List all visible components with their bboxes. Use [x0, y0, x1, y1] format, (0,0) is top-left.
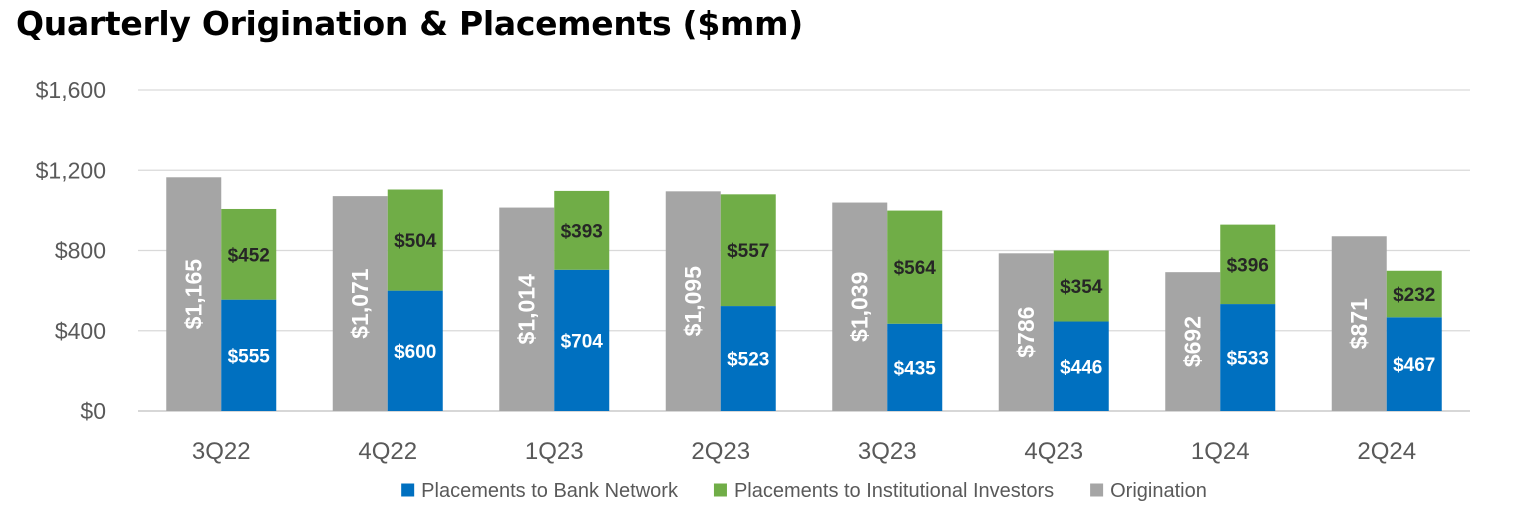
- x-tick-label: 1Q24: [1191, 438, 1250, 465]
- data-label-institutional-investors: $396: [1227, 255, 1269, 276]
- legend-swatch-origination: [1090, 483, 1104, 497]
- legend-swatch-placements-to-bank-network: [401, 483, 415, 497]
- data-label-origination: $1,165: [181, 259, 207, 330]
- bar-placements-bank-network: [221, 299, 277, 411]
- bars: [166, 177, 1442, 411]
- bar-placements-bank-network: [554, 269, 610, 411]
- bar-origination: [1331, 236, 1387, 411]
- legend: Placements to Bank Network Placements to …: [401, 480, 1207, 502]
- legend-item-origination: Origination: [1110, 480, 1207, 502]
- data-label-origination: $1,071: [347, 268, 373, 339]
- bar-placements-institutional-investors: [1053, 250, 1109, 322]
- data-label-bank-network: $533: [1227, 349, 1269, 370]
- bar-placements-institutional-investors: [720, 194, 776, 307]
- x-tick-label: 1Q23: [525, 438, 584, 465]
- data-label-institutional-investors: $452: [228, 245, 270, 266]
- data-label-bank-network: $555: [228, 346, 271, 367]
- data-label-origination: $786: [1013, 307, 1039, 358]
- data-label-institutional-investors: $232: [1393, 285, 1435, 306]
- bar-placements-bank-network: [887, 323, 943, 411]
- x-tick-label: 2Q24: [1357, 438, 1416, 465]
- bar-placements-bank-network: [1053, 321, 1109, 411]
- bar-origination: [332, 196, 388, 411]
- bar-labels: $555 $452 $1,165 $600 $504 $1,071 $704 $393 $1,0…: [181, 221, 1436, 379]
- bar-placements-institutional-investors: [887, 210, 943, 324]
- data-label-institutional-investors: $504: [394, 231, 437, 252]
- legend-swatch-placements-to-institutional-investors: [713, 483, 727, 497]
- x-tick-label: 4Q22: [358, 438, 417, 465]
- data-label-origination: $692: [1180, 316, 1206, 367]
- legend-item-placements-to-bank-network: Placements to Bank Network: [421, 480, 679, 502]
- bar-placements-institutional-investors: [554, 190, 610, 270]
- chart-title: Quarterly Origination & Placements ($mm): [16, 4, 803, 43]
- x-tick-label: 3Q23: [858, 438, 917, 465]
- data-label-origination: $1,095: [680, 266, 706, 337]
- bar-origination: [832, 202, 888, 411]
- y-tick-label: $800: [55, 238, 106, 264]
- bar-placements-bank-network: [1386, 317, 1442, 411]
- y-axis: $0 $400 $800 $1,200 $1,600: [36, 77, 106, 424]
- bar-origination: [1165, 272, 1221, 411]
- data-label-institutional-investors: $354: [1060, 277, 1103, 298]
- bar-placements-institutional-investors: [221, 208, 277, 300]
- bar-placements-bank-network: [720, 306, 776, 411]
- data-label-bank-network: $467: [1393, 355, 1435, 376]
- bar-placements-institutional-investors: [1220, 224, 1276, 305]
- bar-placements-bank-network: [1220, 304, 1276, 411]
- data-label-institutional-investors: $393: [561, 221, 603, 242]
- data-label-bank-network: $446: [1060, 357, 1102, 378]
- y-tick-label: $400: [55, 318, 106, 344]
- x-tick-label: 2Q23: [691, 438, 750, 465]
- bar-origination: [499, 207, 555, 411]
- x-tick-label: 3Q22: [192, 438, 251, 465]
- bar-origination: [665, 191, 721, 411]
- x-axis: 3Q22 4Q22 1Q23 2Q23 3Q23 4Q23 1Q24 2Q24: [192, 438, 1416, 465]
- y-tick-label: $0: [80, 398, 106, 424]
- y-tick-label: $1,600: [36, 77, 106, 103]
- x-tick-label: 4Q23: [1024, 438, 1083, 465]
- data-label-origination: $1,014: [514, 274, 540, 345]
- data-label-bank-network: $523: [727, 350, 769, 371]
- data-label-bank-network: $600: [394, 342, 436, 363]
- y-tick-label: $1,200: [36, 157, 106, 183]
- bar-origination: [998, 253, 1054, 411]
- bar-placements-institutional-investors: [387, 189, 443, 291]
- bar-placements-institutional-investors: [1386, 270, 1442, 318]
- data-label-bank-network: $435: [894, 358, 937, 379]
- data-label-bank-network: $704: [561, 331, 604, 352]
- data-label-origination: $1,039: [847, 272, 873, 342]
- data-label-origination: $871: [1346, 298, 1372, 349]
- bar-origination: [166, 177, 222, 411]
- legend-item-placements-to-institutional-investors: Placements to Institutional Investors: [734, 480, 1054, 502]
- bar-placements-bank-network: [387, 290, 443, 411]
- data-label-institutional-investors: $557: [727, 241, 769, 262]
- data-label-institutional-investors: $564: [894, 258, 937, 279]
